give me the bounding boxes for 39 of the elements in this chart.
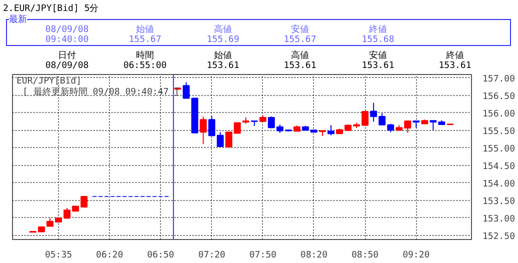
- x-tick-label: 08:20: [300, 250, 328, 260]
- text: 終値 155.68: [360, 25, 396, 45]
- candlestick: [328, 124, 334, 136]
- candlestick: [370, 102, 378, 122]
- y-tick-label: 155.50: [482, 126, 516, 137]
- y-tick-label: 155.00: [482, 144, 516, 154]
- y-tick-label: 152.50: [482, 232, 516, 242]
- text: 始値 153.61: [206, 51, 240, 71]
- y-tick-label: 154.50: [482, 162, 516, 172]
- y-tick-label: 154.00: [482, 179, 516, 190]
- text: 終値 153.61: [438, 51, 472, 71]
- x-tick-label: 06:50: [147, 250, 174, 260]
- text: 最新: [9, 13, 27, 26]
- x-tick-label: 07:50: [249, 250, 276, 260]
- text: 安値 155.67: [282, 25, 318, 45]
- y-tick-label: 156.50: [482, 92, 516, 102]
- y-tick-label: 153.50: [482, 196, 516, 207]
- candlestick: [216, 132, 224, 148]
- text: 高値 153.61: [282, 51, 318, 71]
- y-tick-label: 153.00: [482, 214, 516, 224]
- annotation: [ 最終更新時間 09/08 09:40:47 ]: [22, 86, 180, 98]
- text: 高値 155.69: [206, 25, 240, 45]
- x-tick-label: 08:50: [352, 250, 379, 260]
- candlestick: [208, 116, 216, 136]
- chart-title: 2.EUR/JPY[Bid] 5分: [3, 2, 99, 14]
- x-tick-label: 05:35: [44, 250, 72, 260]
- x-tick-label: 09:20: [402, 250, 430, 260]
- text: 始値 155.67: [128, 25, 162, 45]
- candlestick: [200, 116, 207, 145]
- text: 日付 08/09/08: [44, 51, 90, 71]
- candlestick: [182, 82, 190, 99]
- text: 時間 06:55:00: [122, 51, 168, 71]
- y-tick-label: 156.00: [482, 109, 516, 120]
- y-tick-label: 157.00: [482, 74, 516, 84]
- text: 安値 153.61: [360, 51, 396, 71]
- text: 08/09/08 09:40:00: [44, 25, 90, 45]
- x-tick-label: 07:20: [198, 250, 226, 260]
- x-tick-label: 06:20: [96, 250, 124, 260]
- annotation: EUR/JPY[Bid]: [16, 76, 82, 86]
